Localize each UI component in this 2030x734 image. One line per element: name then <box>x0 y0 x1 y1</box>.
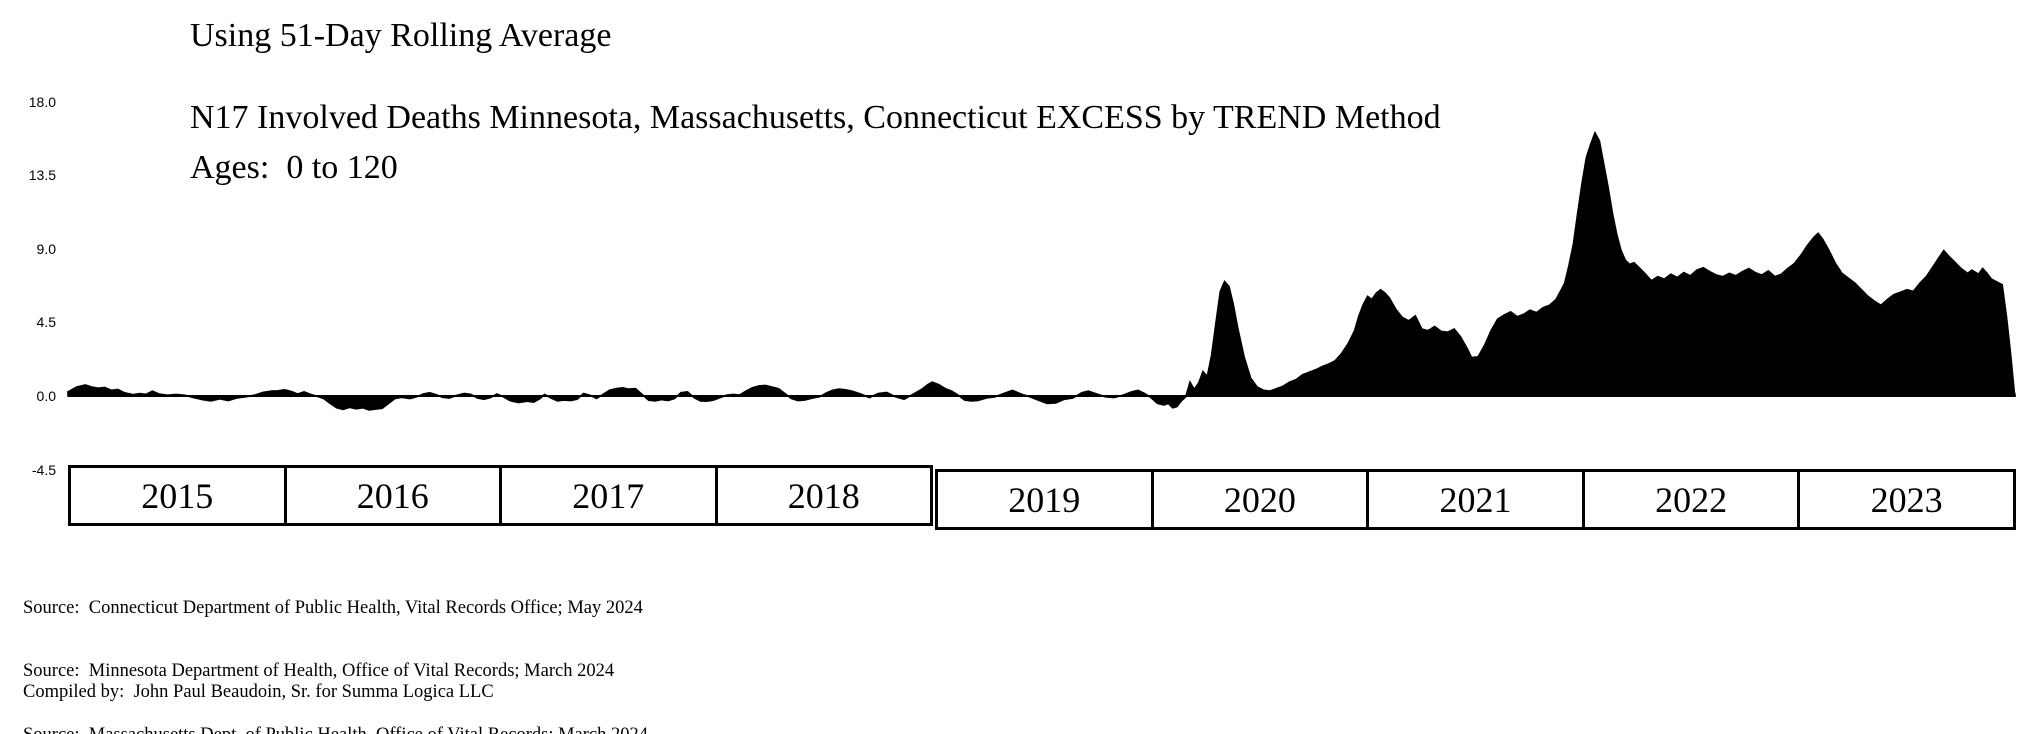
year-cell-2016: 2016 <box>283 468 500 523</box>
source-line: Source: Massachusetts Dept. of Public He… <box>23 721 648 734</box>
compiled-line: Compiled by: John Paul Beaudoin, Sr. for… <box>23 682 494 702</box>
source-line: Source: Connecticut Department of Public… <box>23 598 643 618</box>
chart-title: N17 Involved Deaths Minnesota, Massachus… <box>190 99 1441 136</box>
source-block-minnesota: Source: Minnesota Department of Health, … <box>23 601 614 734</box>
y-tick-label-13.5: 13.5 <box>28 167 56 184</box>
source-block-massachusetts: Source: Massachusetts Dept. of Public He… <box>23 665 648 734</box>
year-cell-2018: 2018 <box>714 468 931 523</box>
year-cell-2022: 2022 <box>1581 472 1798 527</box>
year-cell-2017: 2017 <box>499 468 715 523</box>
chart-ages-line: Ages: 0 to 120 <box>190 149 398 186</box>
y-tick-label--4.5: -4.5 <box>31 461 56 478</box>
y-tick-label-9.0: 9.0 <box>36 240 56 257</box>
chart-subtitle: Using 51-Day Rolling Average <box>190 17 612 54</box>
year-cell-2021: 2021 <box>1366 472 1582 527</box>
y-tick-label-4.5: 4.5 <box>36 314 56 331</box>
y-tick-label-0.0: 0.0 <box>36 388 56 404</box>
year-cell-2019: 2019 <box>1008 479 1081 520</box>
year-cell-2020: 2020 <box>1150 472 1367 527</box>
y-tick-label-18.0: 18.0 <box>28 93 56 110</box>
area-series <box>67 130 2017 411</box>
source-block-connecticut: Source: Connecticut Department of Public… <box>23 538 643 734</box>
x-axis-year-row-1: 2015 2016 2017 2018 <box>68 465 933 526</box>
year-cell-2023: 2023 <box>1797 472 2013 527</box>
source-line: Source: Minnesota Department of Health, … <box>23 661 615 681</box>
x-axis-year-row-2: 2019 2020 2021 2022 2023 <box>935 469 2016 530</box>
year-cell-2015: 2015 <box>141 475 214 516</box>
